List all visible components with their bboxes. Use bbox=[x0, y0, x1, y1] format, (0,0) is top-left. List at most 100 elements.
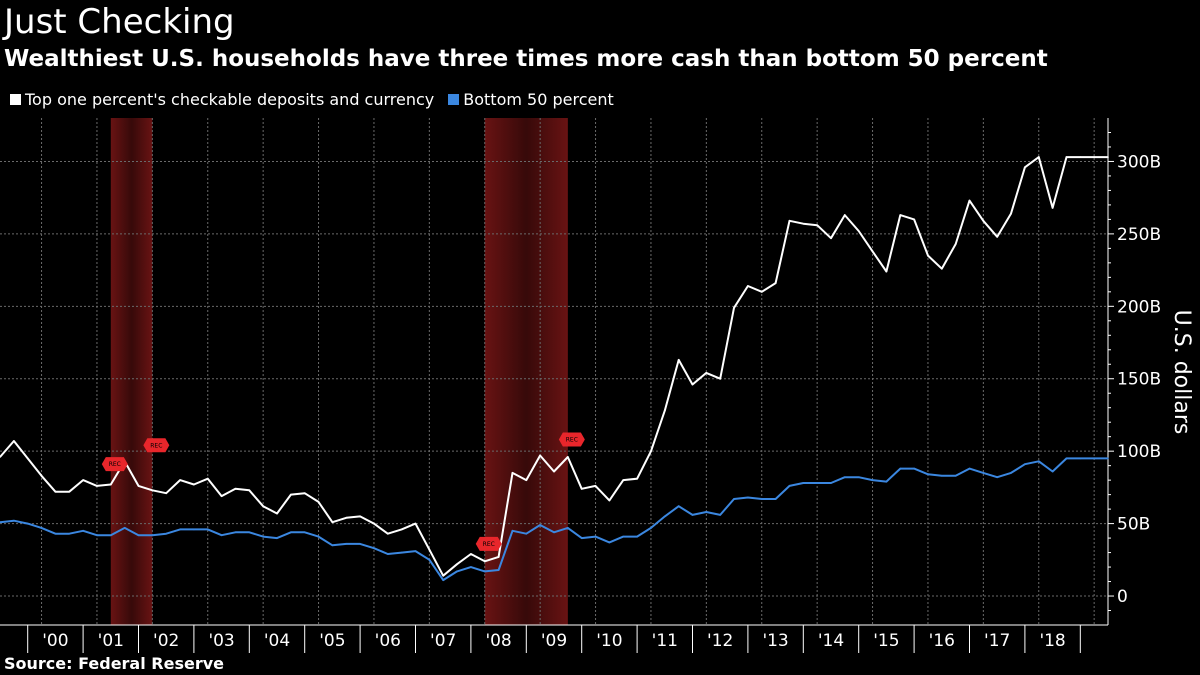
series-point-0 bbox=[816, 224, 818, 226]
y-axis-title: U.S. dollars bbox=[1169, 310, 1194, 435]
y-tick-label-3: 150B bbox=[1117, 370, 1161, 390]
series-point-1 bbox=[941, 474, 943, 477]
series-point-1 bbox=[1010, 472, 1012, 474]
series-point-1 bbox=[483, 570, 486, 573]
series-point-1 bbox=[82, 530, 84, 532]
series-point-1 bbox=[373, 547, 375, 550]
x-tick-label-2: '02 bbox=[153, 631, 179, 651]
series-point-1 bbox=[165, 532, 167, 535]
rec-marker-label-1: REC bbox=[150, 442, 162, 449]
series-point-1 bbox=[927, 473, 929, 476]
series-point-0 bbox=[996, 235, 998, 238]
series-point-0 bbox=[857, 230, 860, 232]
series-point-1 bbox=[816, 482, 818, 484]
series-point-0 bbox=[359, 515, 361, 518]
legend-label-top: Top one percent's checkable deposits and… bbox=[25, 90, 435, 109]
series-point-1 bbox=[719, 514, 721, 516]
series-point-1 bbox=[525, 532, 528, 535]
series-point-1 bbox=[677, 505, 680, 508]
y-tick-label-6: 300B bbox=[1117, 152, 1161, 172]
series-point-1 bbox=[899, 467, 902, 470]
series-point-1 bbox=[179, 528, 181, 531]
series-point-0 bbox=[220, 495, 223, 497]
series-point-1 bbox=[1051, 470, 1054, 473]
series-point-1 bbox=[885, 480, 888, 483]
series-point-0 bbox=[830, 237, 832, 240]
series-point-1 bbox=[13, 519, 15, 522]
series-point-0 bbox=[442, 574, 445, 577]
legend-swatch-top bbox=[10, 94, 21, 105]
x-tick-label-10: '10 bbox=[596, 631, 622, 651]
series-point-1 bbox=[622, 535, 625, 538]
series-point-0 bbox=[774, 282, 777, 284]
series-point-1 bbox=[539, 524, 541, 526]
series-point-0 bbox=[941, 267, 943, 270]
series-point-1 bbox=[414, 550, 417, 552]
series-point-1 bbox=[206, 528, 209, 531]
series-point-1 bbox=[982, 472, 985, 474]
series-point-0 bbox=[1079, 156, 1082, 158]
series-point-0 bbox=[636, 477, 638, 480]
legend-label-bottom: Bottom 50 percent bbox=[463, 90, 614, 109]
series-point-1 bbox=[636, 535, 638, 538]
series-point-0 bbox=[733, 306, 735, 309]
series-point-1 bbox=[234, 531, 237, 534]
series-point-1 bbox=[788, 485, 791, 487]
y-tick-label-4: 200B bbox=[1117, 297, 1161, 317]
series-point-0 bbox=[677, 359, 680, 361]
series-point-0 bbox=[400, 528, 403, 531]
series-point-0 bbox=[26, 457, 29, 460]
series-point-0 bbox=[802, 222, 805, 225]
x-tick-label-4: '04 bbox=[264, 631, 290, 651]
series-point-0 bbox=[497, 556, 500, 558]
source-note: Source: Federal Reserve bbox=[4, 654, 224, 673]
series-point-0 bbox=[567, 456, 569, 458]
series-point-1 bbox=[968, 467, 971, 470]
series-point-0 bbox=[1037, 156, 1040, 158]
series-point-1 bbox=[497, 569, 500, 571]
x-tick-label-12: '12 bbox=[707, 631, 733, 651]
series-point-0 bbox=[580, 488, 583, 490]
x-tick-label-3: '03 bbox=[208, 631, 234, 651]
series-point-1 bbox=[442, 579, 445, 581]
series-point-0 bbox=[193, 483, 195, 486]
x-tick-label-13: '13 bbox=[762, 631, 788, 651]
series-point-0 bbox=[871, 250, 874, 253]
series-point-1 bbox=[608, 541, 611, 544]
series-point-1 bbox=[262, 535, 264, 538]
series-point-0 bbox=[456, 563, 458, 565]
series-point-0 bbox=[1024, 166, 1026, 169]
series-point-1 bbox=[359, 543, 361, 545]
series-point-1 bbox=[747, 496, 749, 499]
series-point-0 bbox=[248, 489, 251, 492]
x-tick-label-0: '00 bbox=[42, 631, 68, 651]
series-point-1 bbox=[193, 528, 195, 531]
series-point-1 bbox=[137, 534, 140, 536]
series-point-1 bbox=[456, 570, 458, 573]
x-tick-label-8: '08 bbox=[485, 631, 511, 651]
rec-marker-label-3: REC bbox=[566, 437, 578, 444]
rec-marker-0 bbox=[101, 457, 128, 472]
series-point-0 bbox=[40, 474, 43, 477]
series-point-0 bbox=[622, 479, 625, 481]
series-point-1 bbox=[760, 498, 763, 500]
series-point-0 bbox=[1093, 156, 1095, 158]
series-point-1 bbox=[705, 511, 708, 513]
series-point-1 bbox=[830, 482, 832, 484]
series-point-0 bbox=[54, 490, 57, 493]
series-point-1 bbox=[553, 531, 555, 534]
series-point-1 bbox=[1065, 457, 1068, 460]
series-point-0 bbox=[428, 548, 431, 551]
y-tick-label-1: 50B bbox=[1117, 515, 1150, 535]
series-point-0 bbox=[608, 499, 611, 502]
series-point-0 bbox=[539, 454, 541, 457]
rec-marker-label-2: REC bbox=[483, 541, 495, 548]
series-point-1 bbox=[580, 537, 583, 539]
series-point-1 bbox=[774, 498, 777, 500]
rec-marker-3 bbox=[558, 432, 585, 447]
series-point-1 bbox=[317, 535, 320, 538]
series-point-1 bbox=[387, 553, 389, 555]
series-point-1 bbox=[871, 479, 874, 481]
series-point-1 bbox=[331, 544, 334, 547]
